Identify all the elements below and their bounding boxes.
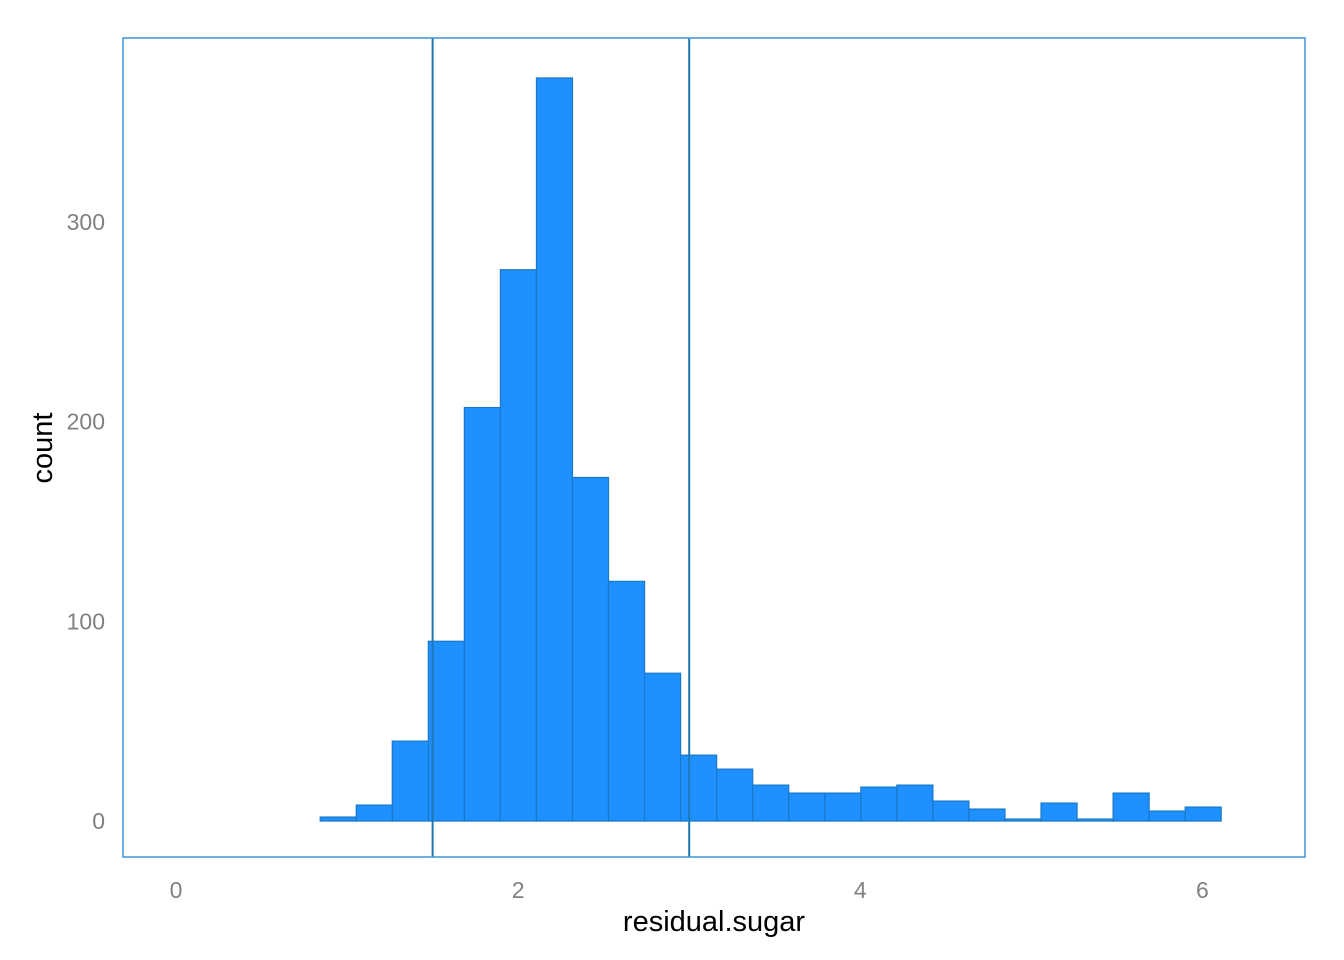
histogram-bar-16 <box>752 784 790 822</box>
histogram-bar-26 <box>1112 792 1150 822</box>
histogram-bar-18 <box>824 792 862 822</box>
histogram-bar-8 <box>463 406 502 822</box>
histogram-bar-7 <box>427 640 465 822</box>
y-tick-label-0: 0 <box>92 808 105 834</box>
x-tick-label-3: 6 <box>1196 877 1209 903</box>
histogram-bar-14 <box>680 754 718 822</box>
histogram-bar-21 <box>932 800 970 822</box>
histogram-bar-23 <box>1004 818 1042 822</box>
x-axis-ticks: 0 2 4 6 <box>170 877 1209 903</box>
histogram-bar-17 <box>788 792 826 822</box>
histogram-bar-12 <box>607 580 646 822</box>
histogram-bar-13 <box>643 672 682 822</box>
histogram-bar-27 <box>1148 810 1186 822</box>
panel-border <box>122 37 1306 858</box>
x-tick-label-0: 0 <box>170 877 183 903</box>
histogram-bar-10 <box>535 77 574 822</box>
histogram-bar-22 <box>968 808 1006 822</box>
x-tick-label-1: 2 <box>512 877 525 903</box>
y-axis-title: count <box>27 413 59 484</box>
histogram-bar-24 <box>1040 802 1078 822</box>
y-tick-label-2: 200 <box>67 409 105 435</box>
bars-layer <box>319 77 1222 822</box>
y-tick-label-3: 300 <box>67 209 105 235</box>
reference-lines <box>431 38 691 857</box>
y-tick-label-1: 100 <box>67 608 105 634</box>
y-axis-ticks: 0 100 200 300 <box>67 209 105 834</box>
histogram-bar-4 <box>319 816 357 822</box>
x-tick-label-2: 4 <box>854 877 867 903</box>
histogram-bar-20 <box>896 784 934 822</box>
histogram-bar-28 <box>1184 806 1222 822</box>
histogram-bar-9 <box>499 269 538 822</box>
histogram-bar-25 <box>1076 818 1114 822</box>
histogram-bar-11 <box>571 476 610 822</box>
histogram-bar-19 <box>860 786 898 822</box>
x-axis-title: residual.sugar <box>623 906 805 938</box>
histogram-bar-6 <box>391 740 429 822</box>
histogram-bar-15 <box>716 768 754 822</box>
histogram-bar-5 <box>355 804 393 822</box>
